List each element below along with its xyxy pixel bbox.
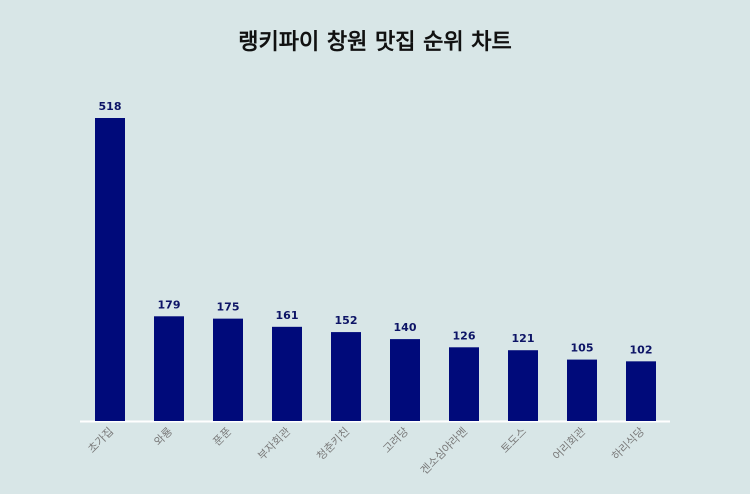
bar	[331, 332, 361, 421]
category-label: 고려당	[380, 425, 411, 456]
category-label: 푼푼	[211, 425, 235, 449]
value-label: 121	[512, 332, 535, 345]
bar	[154, 316, 184, 421]
value-label: 140	[394, 321, 417, 334]
value-label: 161	[276, 309, 299, 322]
bar	[626, 361, 656, 421]
value-label: 518	[99, 100, 122, 113]
bar	[449, 347, 479, 421]
bar	[567, 359, 597, 421]
category-label: 청춘키친	[314, 425, 352, 463]
bar	[508, 350, 538, 421]
value-label: 102	[630, 343, 653, 356]
category-label: 와룡	[152, 425, 176, 449]
category-label: 어리회관	[550, 425, 588, 463]
bar	[95, 118, 125, 421]
value-label: 152	[335, 314, 358, 327]
category-label: 하리식당	[609, 424, 648, 463]
chart-title: 랭키파이 창원 맛집 순위 차트	[238, 30, 512, 55]
category-label: 초가집	[85, 425, 116, 456]
value-label: 126	[453, 329, 476, 342]
value-label: 105	[571, 342, 594, 355]
bar	[213, 318, 243, 421]
category-label: 겐소심야라멘	[418, 425, 470, 477]
bar	[272, 326, 302, 421]
bar	[390, 339, 420, 421]
value-label: 179	[158, 298, 181, 311]
category-label: 토도스	[498, 425, 529, 456]
value-label: 175	[217, 301, 240, 314]
category-label: 부자회관	[255, 425, 293, 463]
